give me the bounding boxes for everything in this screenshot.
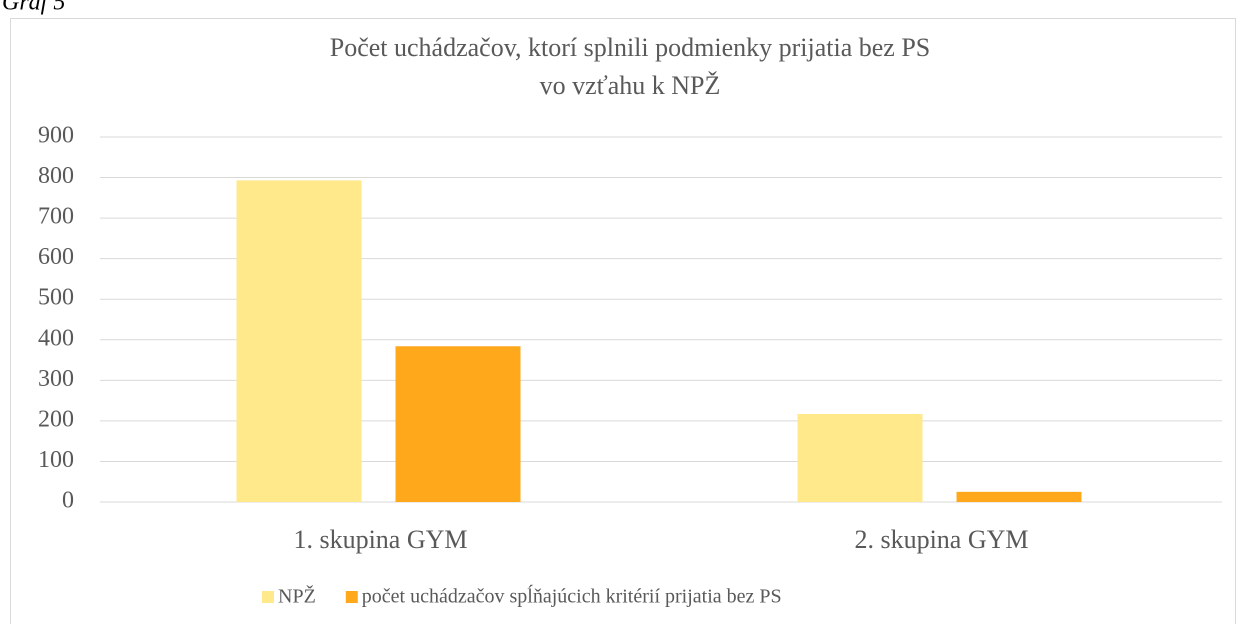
legend-swatch (345, 591, 358, 603)
y-tick-label: 500 (38, 285, 74, 311)
y-tick-label: 400 (38, 325, 74, 351)
y-tick-label: 600 (38, 244, 74, 270)
legend-label: počet uchádzačov spĺňajúcich kritérií pr… (362, 584, 782, 608)
bar (797, 413, 923, 502)
x-tick-label: 1. skupina GYM (293, 525, 467, 554)
x-tick-label: 2. skupina GYM (854, 525, 1028, 554)
y-tick-label: 0 (62, 488, 74, 514)
legend-label: NPŽ (278, 585, 316, 608)
bar (395, 346, 521, 502)
y-tick-label: 900 (38, 123, 74, 149)
chart-title: vo vzťahu k NPŽ (540, 71, 721, 100)
y-tick-label: 100 (38, 447, 74, 473)
caption: Graf 5 (2, 0, 65, 16)
y-tick-label: 700 (38, 204, 74, 230)
legend-swatch (262, 591, 274, 603)
bar (956, 491, 1082, 502)
y-tick-label: 800 (38, 163, 74, 189)
bar (236, 180, 362, 502)
chart-title: Počet uchádzačov, ktorí splnili podmienk… (330, 33, 931, 62)
chart-frame (10, 18, 1236, 629)
y-tick-label: 300 (38, 366, 74, 392)
y-tick-label: 200 (38, 406, 74, 432)
